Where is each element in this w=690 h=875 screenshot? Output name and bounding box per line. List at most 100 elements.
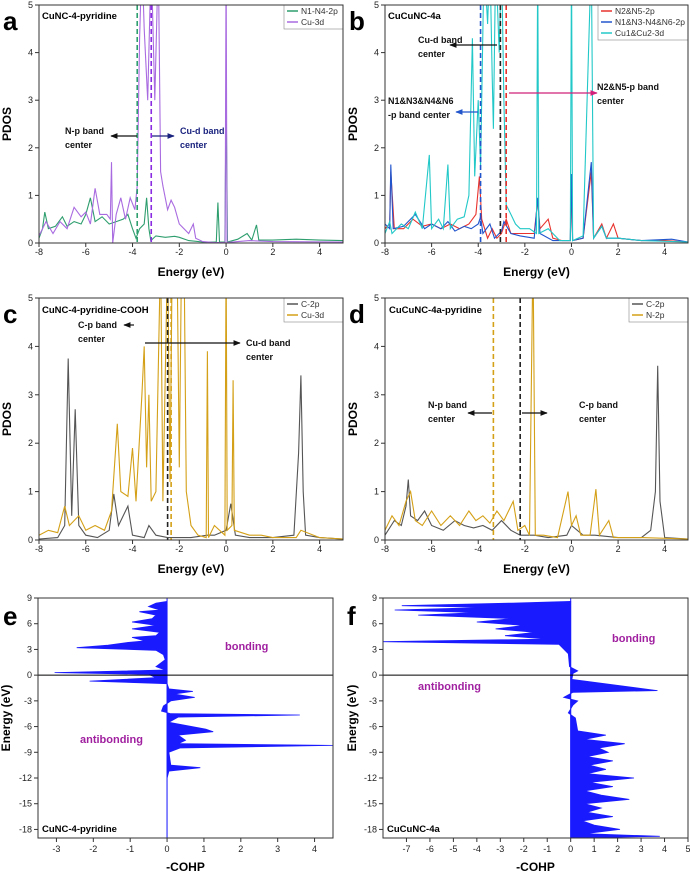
x-tick-label: 4: [662, 544, 667, 554]
y-axis-label: PDOS: [346, 107, 360, 141]
x-tick-label: -6: [426, 844, 434, 854]
plot-area: [38, 598, 333, 838]
x-tick-label: 0: [569, 544, 574, 554]
x-tick-label: -4: [474, 247, 482, 257]
panel-title: CuCuNC-4a-pyridine: [389, 305, 482, 316]
panel-letter: a: [3, 6, 18, 36]
y-tick-label: -15: [364, 799, 377, 809]
panel-title: CuCuNC-4a: [387, 824, 440, 835]
y-tick-label: 4: [28, 341, 33, 351]
panel-d: C-2pN-2p N-p band center C-p band center -8 -6…: [346, 293, 689, 576]
x-tick-label: 4: [317, 544, 322, 554]
x-tick-label: 5: [685, 844, 690, 854]
y-tick-label: 9: [27, 593, 32, 603]
x-tick-label: 0: [165, 844, 170, 854]
y-tick-label: 4: [374, 341, 379, 351]
x-tick-label: -8: [35, 544, 43, 554]
x-tick-label: -2: [521, 544, 529, 554]
x-tick-label: -2: [175, 247, 183, 257]
x-tick-label: -3: [496, 844, 504, 854]
x-tick-label: 2: [238, 844, 243, 854]
x-tick-label: -7: [402, 844, 410, 854]
legend-label: N1&N3-N4&N6-2p: [615, 17, 685, 27]
x-tick-label: 0: [224, 544, 229, 554]
x-tick-label: 2: [616, 247, 621, 257]
legend-box: [283, 297, 344, 323]
panel-letter: b: [349, 6, 365, 36]
y-axis-label: PDOS: [0, 402, 14, 436]
x-tick-label: 0: [568, 844, 573, 854]
annotation-text: center: [180, 140, 208, 150]
x-tick-label: -4: [474, 544, 482, 554]
y-tick-label: 5: [374, 0, 379, 10]
x-tick-label: -8: [35, 247, 43, 257]
region-label-antibonding: antibonding: [418, 681, 481, 693]
y-tick-label: -9: [369, 747, 377, 757]
plot-frame: [38, 4, 344, 244]
x-tick-label: -2: [89, 844, 97, 854]
y-tick-label: 4: [28, 48, 33, 58]
y-tick-label: 5: [28, 293, 33, 303]
region-label-bonding: bonding: [612, 633, 655, 645]
plot-frame: [382, 597, 689, 839]
legend-box: [628, 297, 689, 323]
panel-e: bonding antibonding -3 -2 -1 0 1 2 3 4 -18 -15 -12 -9…: [0, 593, 334, 874]
plot-area: [383, 598, 688, 838]
y-tick-label: 3: [27, 644, 32, 654]
x-tick-label: 0: [224, 247, 229, 257]
y-tick-label: 1: [374, 190, 379, 200]
x-tick-label: 2: [615, 844, 620, 854]
y-tick-label: 6: [27, 619, 32, 629]
x-tick-label: 1: [592, 844, 597, 854]
y-tick-label: 5: [374, 293, 379, 303]
panel-f: bonding antibonding -7 -6 -5 -4 -3 -2 -1 0 1 2 3 4 5 -1…: [345, 593, 690, 874]
annotation-text: -p band center: [388, 110, 451, 120]
x-tick-label: -8: [381, 247, 389, 257]
x-tick-label: 1: [201, 844, 206, 854]
x-tick-label: 3: [639, 844, 644, 854]
x-tick-label: -4: [473, 844, 481, 854]
panel-title: CuNC-4-pyridine: [42, 824, 117, 835]
panel-title: CuCuNC-4a: [388, 11, 441, 22]
x-tick-label: -2: [520, 844, 528, 854]
legend: C-2pN-2p: [628, 297, 689, 323]
y-tick-label: 2: [374, 438, 379, 448]
plot-frame: [37, 597, 334, 839]
y-tick-label: 0: [27, 670, 32, 680]
x-tick-label: -4: [129, 247, 137, 257]
y-tick-label: 0: [28, 238, 33, 248]
series-line-Cu-3d: [39, 298, 343, 540]
x-axis-label: Energy (eV): [503, 562, 570, 576]
y-tick-label: 1: [28, 487, 33, 497]
y-tick-label: -6: [24, 722, 32, 732]
series-line-Cu-3d: [39, 5, 343, 243]
x-tick-label: -2: [175, 544, 183, 554]
cohp-curve: [54, 601, 333, 838]
legend-label: C-2p: [646, 299, 665, 309]
legend-label: C-2p: [301, 299, 320, 309]
y-tick-label: -12: [364, 773, 377, 783]
plot-frame: [384, 4, 689, 244]
annotation-text: center: [579, 414, 607, 424]
x-axis-label: Energy (eV): [158, 562, 225, 576]
legend-box: [283, 4, 344, 30]
y-tick-label: -6: [369, 722, 377, 732]
cohp-curve: [383, 600, 660, 838]
x-tick-label: 4: [662, 247, 667, 257]
y-tick-label: -9: [24, 747, 32, 757]
annotation-text: C-p band: [579, 400, 618, 410]
x-tick-label: -3: [52, 844, 60, 854]
legend-box: [597, 4, 689, 41]
y-axis-label: PDOS: [346, 402, 360, 436]
y-axis-label: Energy (eV): [0, 685, 13, 752]
y-tick-label: 9: [372, 593, 377, 603]
series-line-Cu1&Cu2-3d: [385, 5, 688, 243]
panel-letter: f: [347, 601, 356, 631]
x-axis-label: -COHP: [516, 860, 555, 874]
